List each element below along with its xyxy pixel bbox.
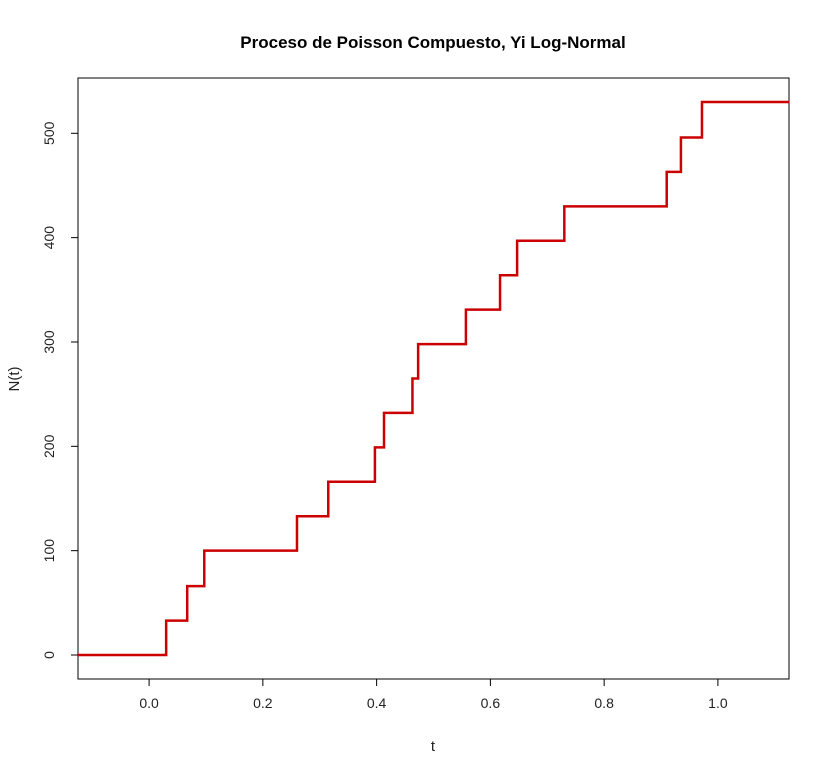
x-axis-label: t [431,738,436,755]
y-axis: 0 100 200 300 400 500 [41,121,79,659]
y-tick-label: 400 [41,226,57,250]
plot-frame [77,77,790,680]
x-tick-label: 1.0 [708,695,728,711]
x-axis: 0.0 0.2 0.4 0.6 0.8 1.0 [139,678,728,711]
series-step-line [78,100,789,657]
x-tick-label: 0.0 [139,695,159,711]
x-tick-label: 0.8 [594,695,614,711]
chart-title: Proceso de Poisson Compuesto, Yi Log-Nor… [240,33,625,52]
y-axis-label: N(t) [6,367,23,392]
y-tick-label: 300 [41,330,57,354]
y-tick-label: 500 [41,121,57,145]
x-tick-label: 0.2 [253,695,273,711]
x-tick-label: 0.6 [481,695,501,711]
y-tick-label: 200 [41,434,57,458]
y-tick-label: 0 [41,651,57,659]
series-layer [78,100,789,657]
x-tick-label: 0.4 [367,695,387,711]
y-tick-label: 100 [41,539,57,563]
